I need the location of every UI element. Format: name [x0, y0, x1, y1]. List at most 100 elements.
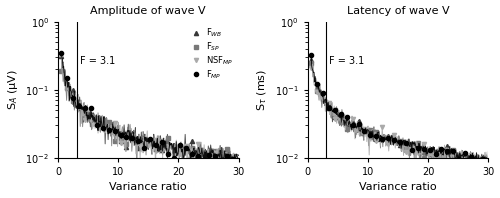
- NSF$_{MP}$: [183, 145, 189, 147]
- F$_{WB}$: [206, 161, 212, 163]
- F$_{SP}$: [230, 156, 236, 159]
- F$_{SP}$: [153, 141, 159, 143]
- NSF$_{MP}$: [142, 141, 148, 144]
- NSF$_{MP}$: [88, 117, 94, 120]
- F$_{WB}$: [82, 106, 88, 109]
- NSF$_{MP}$: [206, 150, 212, 152]
- F$_{WB}$: [188, 140, 194, 142]
- F$_{SP}$: [82, 116, 88, 118]
- F$_{SP}$: [58, 70, 64, 72]
- F$_{SP}$: [200, 161, 206, 163]
- Line: NSF$_{MP}$: NSF$_{MP}$: [59, 53, 236, 170]
- F$_{WB}$: [124, 146, 130, 148]
- X-axis label: Variance ratio: Variance ratio: [110, 182, 187, 192]
- F$_{SP}$: [165, 137, 171, 139]
- F$_{SP}$: [136, 138, 141, 141]
- Text: F = 3.1: F = 3.1: [330, 55, 364, 66]
- NSF$_{MP}$: [136, 141, 141, 144]
- Title: Amplitude of wave V: Amplitude of wave V: [90, 6, 206, 16]
- F$_{SP}$: [142, 143, 148, 145]
- F$_{WB}$: [147, 139, 153, 142]
- F$_{MP}$: [70, 97, 76, 99]
- F$_{WB}$: [183, 146, 189, 148]
- F$_{SP}$: [218, 155, 224, 157]
- NSF$_{MP}$: [76, 105, 82, 108]
- F$_{MP}$: [224, 155, 230, 157]
- F$_{MP}$: [76, 104, 82, 107]
- F$_{MP}$: [130, 136, 136, 139]
- F$_{SP}$: [194, 159, 200, 162]
- F$_{SP}$: [100, 119, 106, 122]
- NSF$_{MP}$: [200, 167, 206, 169]
- F$_{WB}$: [200, 157, 206, 159]
- Y-axis label: S$_A$ (μV): S$_A$ (μV): [6, 69, 20, 110]
- F$_{WB}$: [100, 121, 106, 123]
- F$_{WB}$: [106, 127, 112, 129]
- F$_{WB}$: [194, 155, 200, 158]
- F$_{SP}$: [106, 121, 112, 124]
- NSF$_{MP}$: [124, 131, 130, 134]
- F$_{MP}$: [212, 155, 218, 158]
- NSF$_{MP}$: [188, 149, 194, 152]
- Text: F = 3.1: F = 3.1: [80, 55, 115, 66]
- F$_{MP}$: [64, 76, 70, 79]
- F$_{MP}$: [94, 124, 100, 127]
- Line: F$_{SP}$: F$_{SP}$: [59, 69, 236, 164]
- F$_{SP}$: [70, 100, 76, 102]
- F$_{SP}$: [171, 145, 177, 147]
- NSF$_{MP}$: [224, 162, 230, 165]
- NSF$_{MP}$: [230, 157, 236, 160]
- Legend: F$_{WB}$, F$_{SP}$, NSF$_{MP}$, F$_{MP}$: F$_{WB}$, F$_{SP}$, NSF$_{MP}$, F$_{MP}$: [188, 26, 234, 81]
- NSF$_{MP}$: [165, 152, 171, 154]
- F$_{WB}$: [224, 155, 230, 158]
- F$_{SP}$: [188, 147, 194, 149]
- F$_{MP}$: [147, 138, 153, 141]
- F$_{SP}$: [212, 150, 218, 152]
- F$_{MP}$: [112, 130, 117, 133]
- F$_{SP}$: [124, 142, 130, 145]
- F$_{SP}$: [130, 137, 136, 139]
- NSF$_{MP}$: [82, 119, 88, 122]
- F$_{MP}$: [142, 147, 148, 149]
- NSF$_{MP}$: [94, 122, 100, 125]
- F$_{SP}$: [147, 140, 153, 142]
- F$_{SP}$: [224, 148, 230, 150]
- F$_{MP}$: [194, 155, 200, 157]
- F$_{MP}$: [100, 127, 106, 129]
- NSF$_{MP}$: [177, 152, 183, 155]
- F$_{MP}$: [206, 154, 212, 157]
- NSF$_{MP}$: [194, 143, 200, 146]
- Y-axis label: S$_\tau$ (ms): S$_\tau$ (ms): [256, 69, 270, 111]
- F$_{MP}$: [165, 153, 171, 156]
- NSF$_{MP}$: [112, 122, 117, 124]
- X-axis label: Variance ratio: Variance ratio: [359, 182, 437, 192]
- NSF$_{MP}$: [147, 140, 153, 143]
- F$_{MP}$: [118, 134, 124, 136]
- F$_{WB}$: [88, 113, 94, 116]
- NSF$_{MP}$: [106, 129, 112, 131]
- F$_{WB}$: [212, 159, 218, 162]
- F$_{SP}$: [159, 148, 165, 150]
- NSF$_{MP}$: [130, 135, 136, 138]
- F$_{MP}$: [200, 159, 206, 161]
- F$_{WB}$: [171, 149, 177, 151]
- F$_{MP}$: [218, 161, 224, 163]
- F$_{MP}$: [188, 153, 194, 155]
- F$_{MP}$: [88, 107, 94, 109]
- NSF$_{MP}$: [171, 155, 177, 157]
- F$_{SP}$: [76, 104, 82, 106]
- F$_{WB}$: [165, 142, 171, 144]
- F$_{SP}$: [64, 87, 70, 89]
- F$_{WB}$: [218, 148, 224, 150]
- F$_{WB}$: [142, 138, 148, 140]
- F$_{SP}$: [118, 137, 124, 139]
- NSF$_{MP}$: [70, 96, 76, 98]
- F$_{MP}$: [159, 141, 165, 143]
- Line: F$_{MP}$: F$_{MP}$: [59, 51, 236, 164]
- F$_{WB}$: [177, 146, 183, 148]
- F$_{WB}$: [64, 86, 70, 88]
- F$_{WB}$: [159, 149, 165, 151]
- F$_{MP}$: [82, 107, 88, 109]
- NSF$_{MP}$: [118, 142, 124, 145]
- F$_{WB}$: [94, 122, 100, 124]
